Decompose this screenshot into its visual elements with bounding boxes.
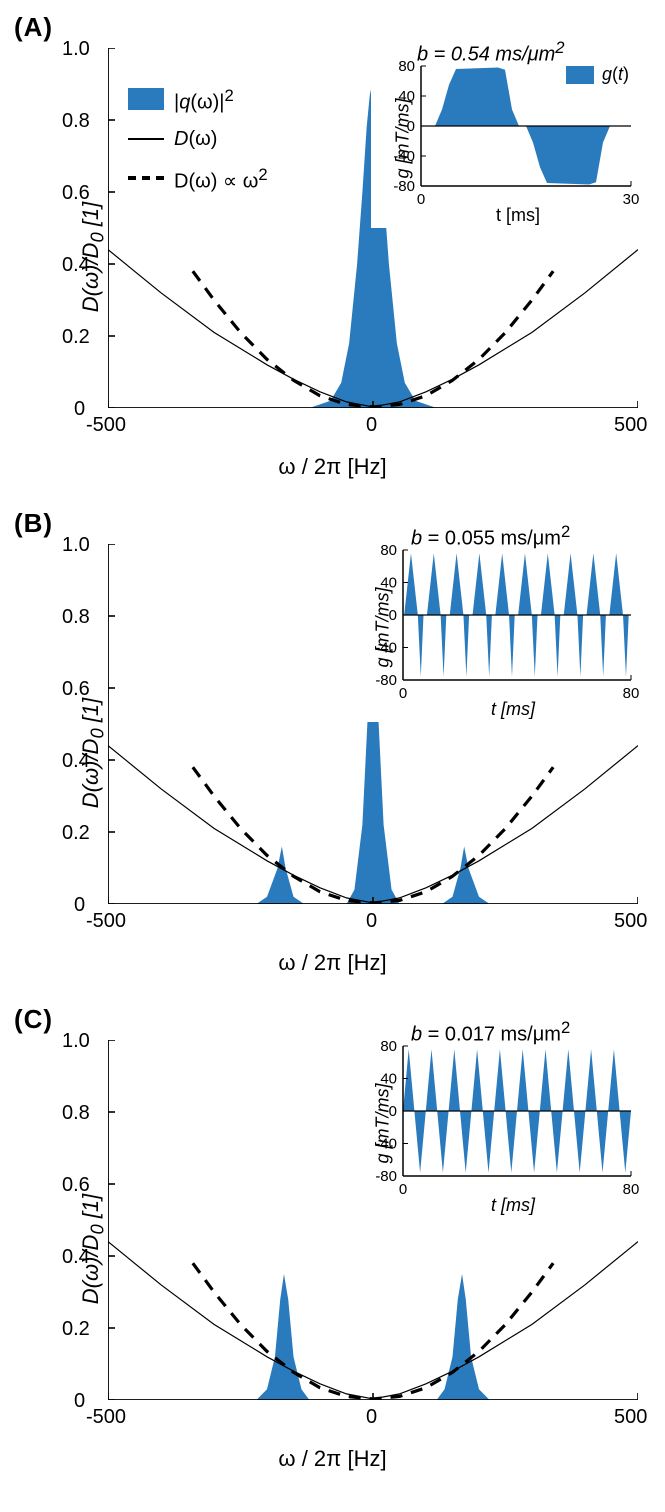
inset-b-plot: -80-4004080080 [351, 522, 641, 722]
xtick: -500 [86, 910, 126, 933]
ytick: 0 [74, 894, 85, 917]
panel-c-inset: b = 0.017 ms/μm2 -80-4004080080 g [mT/ms… [351, 1018, 641, 1218]
xtick: 0 [366, 414, 377, 437]
ytick: 0.8 [62, 110, 90, 133]
panel-a-xlabel: ω / 2π [Hz] [8, 454, 657, 480]
ytick: 0.2 [62, 822, 90, 845]
svg-text:0: 0 [417, 191, 425, 208]
svg-text:80: 80 [623, 1181, 640, 1198]
ytick: 0 [74, 398, 85, 421]
ytick: 1.0 [62, 1030, 90, 1053]
xtick: 0 [366, 1406, 377, 1429]
svg-text:-80: -80 [375, 1168, 397, 1185]
ytick: 1.0 [62, 534, 90, 557]
xtick: 500 [614, 414, 647, 437]
legend-item-dash: D(ω) ∝ ω2 [128, 159, 268, 198]
panel-b-label: (B) [14, 508, 53, 539]
panel-b-xlabel: ω / 2π [Hz] [8, 950, 657, 976]
svg-text:-80: -80 [393, 178, 415, 195]
ytick: 1.0 [62, 38, 90, 61]
ytick: 0.8 [62, 1102, 90, 1125]
inset-a-legend: g(t) [566, 64, 629, 85]
xtick: -500 [86, 414, 126, 437]
legend-text: |q(ω)|2 [174, 80, 234, 119]
ytick: 0.4 [62, 750, 90, 773]
xtick: 0 [366, 910, 377, 933]
fill-swatch-icon [566, 66, 594, 84]
legend-text: D(ω) [174, 123, 217, 155]
panel-a-legend: |q(ω)|2 D(ω) D(ω) ∝ ω2 [128, 80, 268, 201]
ytick: 0.4 [62, 254, 90, 277]
inset-c-xlabel: t [ms] [491, 1195, 535, 1216]
legend-text: D(ω) ∝ ω2 [174, 159, 268, 198]
panel-a: (A) D(ω)/D0 [1] 0 0.2 0.4 0.6 0.8 1.0 -5… [8, 12, 657, 502]
svg-text:30: 30 [623, 191, 640, 208]
ytick: 0 [74, 1390, 85, 1413]
inset-legend-text: g(t) [602, 64, 629, 85]
solid-swatch-icon [128, 138, 164, 140]
svg-text:80: 80 [380, 542, 397, 559]
ytick: 0.8 [62, 606, 90, 629]
ytick: 0.2 [62, 326, 90, 349]
inset-b-ylabel: g [mT/ms] [373, 587, 394, 667]
fill-swatch-icon [128, 88, 164, 110]
ytick: 0.6 [62, 182, 90, 205]
svg-text:80: 80 [380, 1038, 397, 1055]
inset-b-xlabel: t [ms] [491, 699, 535, 720]
ytick: 0.6 [62, 1174, 90, 1197]
panel-b: (B) D(ω)/D0 [1] 0 0.2 0.4 0.6 0.8 1.0 -5… [8, 508, 657, 998]
panel-c: (C) D(ω)/D0 [1] 0 0.2 0.4 0.6 0.8 1.0 -5… [8, 1004, 657, 1494]
ytick: 0.2 [62, 1318, 90, 1341]
svg-text:80: 80 [623, 685, 640, 702]
inset-a-xlabel: t [ms] [496, 205, 540, 226]
svg-text:80: 80 [398, 58, 415, 75]
panel-b-inset: b = 0.055 ms/μm2 -80-4004080080 g [mT/ms… [351, 522, 641, 722]
dash-swatch-icon [128, 176, 164, 180]
xtick: 500 [614, 1406, 647, 1429]
panel-a-inset: b = b = 0.54 ms/μm²0.54 ms/μm2 -80-40040… [371, 38, 641, 228]
inset-c-ylabel: g [mT/ms] [373, 1083, 394, 1163]
svg-text:0: 0 [399, 685, 407, 702]
inset-c-plot: -80-4004080080 [351, 1018, 641, 1218]
legend-item-solid: D(ω) [128, 123, 268, 155]
ytick: 0.6 [62, 678, 90, 701]
panel-a-label: (A) [14, 12, 53, 43]
svg-text:-80: -80 [375, 672, 397, 689]
xtick: 500 [614, 910, 647, 933]
ytick: 0.4 [62, 1246, 90, 1269]
panel-c-xlabel: ω / 2π [Hz] [8, 1446, 657, 1472]
panel-c-label: (C) [14, 1004, 53, 1035]
xtick: -500 [86, 1406, 126, 1429]
svg-text:0: 0 [399, 1181, 407, 1198]
figure: (A) D(ω)/D0 [1] 0 0.2 0.4 0.6 0.8 1.0 -5… [0, 0, 665, 1512]
legend-item-fill: |q(ω)|2 [128, 80, 268, 119]
inset-a-ylabel: g [mT/ms] [393, 98, 414, 178]
